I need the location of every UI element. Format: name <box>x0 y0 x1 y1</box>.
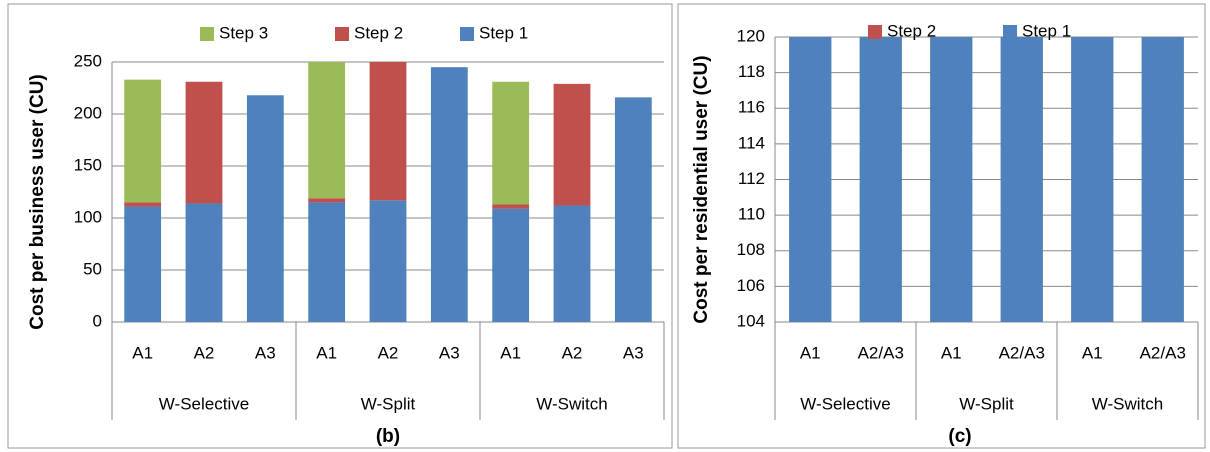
legend-label: Step 1 <box>479 23 528 42</box>
y-tick-label: 50 <box>83 259 102 278</box>
legend-swatch <box>335 27 349 41</box>
bar-segment <box>1141 37 1184 322</box>
x-tick-label: A3 <box>623 343 644 362</box>
group-label: W-Switch <box>536 394 607 413</box>
legend-swatch <box>460 27 474 41</box>
bar-segment <box>430 67 468 322</box>
y-tick-label: 250 <box>74 51 102 70</box>
bar-segment <box>789 37 832 322</box>
y-axis-title: Cost per residential user (CU) <box>691 55 712 323</box>
panel-border <box>7 3 673 449</box>
legend-swatch <box>1003 25 1017 39</box>
legend-swatch <box>868 25 882 39</box>
x-tick-label: A2 <box>562 343 583 362</box>
x-tick-label: A2 <box>378 343 399 362</box>
x-tick-label: A1 <box>941 343 962 362</box>
x-tick-label: A2/A3 <box>999 343 1045 362</box>
y-tick-label: 110 <box>738 205 765 224</box>
bar-segment <box>553 83 591 206</box>
y-tick-label: 150 <box>74 155 102 174</box>
bar-segment <box>369 200 407 322</box>
y-tick-label: 104 <box>737 311 765 330</box>
y-tick-label: 120 <box>737 26 765 45</box>
y-axis-title: Cost per business user (CU) <box>27 74 48 330</box>
y-tick-label: 106 <box>737 276 765 295</box>
x-tick-label: A1 <box>132 343 153 362</box>
bar-segment <box>1000 37 1043 322</box>
bar-segment <box>308 202 346 322</box>
bar-segment <box>308 62 346 199</box>
bar-segment <box>124 206 162 322</box>
bar-segment <box>492 208 530 322</box>
legend-label: Step 2 <box>354 23 403 42</box>
bar-segment <box>492 204 530 209</box>
y-tick-label: 100 <box>74 207 102 226</box>
y-tick-label: 0 <box>93 311 102 330</box>
caption: (b) <box>376 426 400 447</box>
x-tick-label: A2/A3 <box>858 343 904 362</box>
y-tick-label: 118 <box>738 62 765 81</box>
group-label: W-Selective <box>800 394 890 413</box>
legend-swatch <box>200 27 214 41</box>
panel-border <box>677 3 1206 449</box>
group-label: W-Split <box>959 394 1014 413</box>
bar-segment <box>1071 37 1114 322</box>
x-tick-label: A1 <box>500 343 521 362</box>
x-tick-label: A1 <box>1082 343 1103 362</box>
bar-segment <box>859 37 902 322</box>
y-tick-label: 116 <box>738 98 765 117</box>
caption: (c) <box>948 426 971 447</box>
x-tick-label: A2 <box>194 343 215 362</box>
legend-label: Step 3 <box>219 23 268 42</box>
bar-segment <box>308 198 346 203</box>
y-tick-label: 112 <box>738 169 765 188</box>
group-label: W-Switch <box>1092 394 1163 413</box>
bar-segment <box>124 202 162 207</box>
bar-segment <box>369 62 407 201</box>
bar-segment <box>614 97 652 322</box>
bar-segment <box>553 205 591 322</box>
group-label: W-Split <box>361 394 416 413</box>
group-label: W-Selective <box>159 394 249 413</box>
bar-segment <box>492 81 530 205</box>
bar-segment <box>185 81 223 204</box>
y-tick-label: 200 <box>74 103 102 122</box>
y-tick-label: 108 <box>737 240 765 259</box>
bar-segment <box>185 203 223 322</box>
legend-label: Step 1 <box>1022 21 1071 40</box>
x-tick-label: A2/A3 <box>1140 343 1186 362</box>
x-tick-label: A3 <box>439 343 460 362</box>
x-tick-label: A1 <box>800 343 821 362</box>
x-tick-label: A3 <box>255 343 276 362</box>
bar-segment <box>246 95 284 322</box>
bar-segment <box>930 37 973 322</box>
y-tick-label: 114 <box>738 133 765 152</box>
x-tick-label: A1 <box>316 343 337 362</box>
legend-label: Step 2 <box>887 21 936 40</box>
bar-segment <box>124 79 162 203</box>
